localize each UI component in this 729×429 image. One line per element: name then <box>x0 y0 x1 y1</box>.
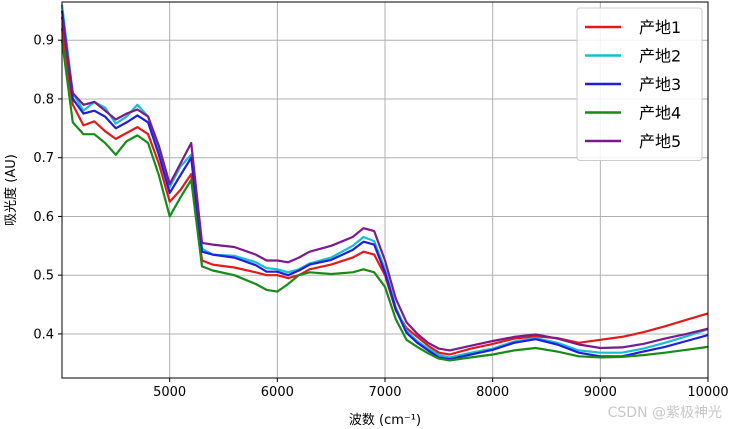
x-axis-ticks: 5000 6000 7000 8000 9000 10000 <box>153 378 729 400</box>
x-tick-label: 9000 <box>584 385 617 400</box>
legend: 产地1 产地2 产地3 产地4 产地5 <box>576 7 703 161</box>
legend-box <box>576 7 703 161</box>
x-tick-label: 5000 <box>153 385 186 400</box>
series-lines <box>60 4 709 362</box>
y-tick-label: 0.7 <box>33 151 54 166</box>
watermark: CSDN @紫极神光 <box>608 405 722 421</box>
x-tick-label: 7000 <box>368 385 401 400</box>
y-tick-label: 0.8 <box>33 92 54 107</box>
y-tick-label: 0.6 <box>33 210 54 225</box>
y-tick-label: 0.9 <box>33 34 54 49</box>
x-tick-label: 6000 <box>261 385 294 400</box>
y-tick-label: 0.4 <box>33 327 54 342</box>
x-tick-label: 8000 <box>476 385 509 400</box>
series-line-4 <box>60 40 709 362</box>
x-tick-label: 10000 <box>687 385 728 400</box>
series-line-3 <box>60 10 709 361</box>
y-axis-ticks: 0.4 0.5 0.6 0.7 0.8 0.9 <box>33 34 62 342</box>
legend-label: 产地5 <box>639 132 681 151</box>
legend-label: 产地1 <box>639 18 681 37</box>
y-axis-label: 吸光度 (AU) <box>3 154 19 226</box>
legend-label: 产地3 <box>639 75 681 94</box>
legend-label: 产地4 <box>639 104 681 123</box>
legend-label: 产地2 <box>639 47 681 66</box>
x-axis-label: 波数 (cm⁻¹) <box>349 413 421 428</box>
series-line-5 <box>60 16 709 352</box>
y-tick-label: 0.5 <box>33 269 54 284</box>
series-line-2 <box>60 4 709 359</box>
